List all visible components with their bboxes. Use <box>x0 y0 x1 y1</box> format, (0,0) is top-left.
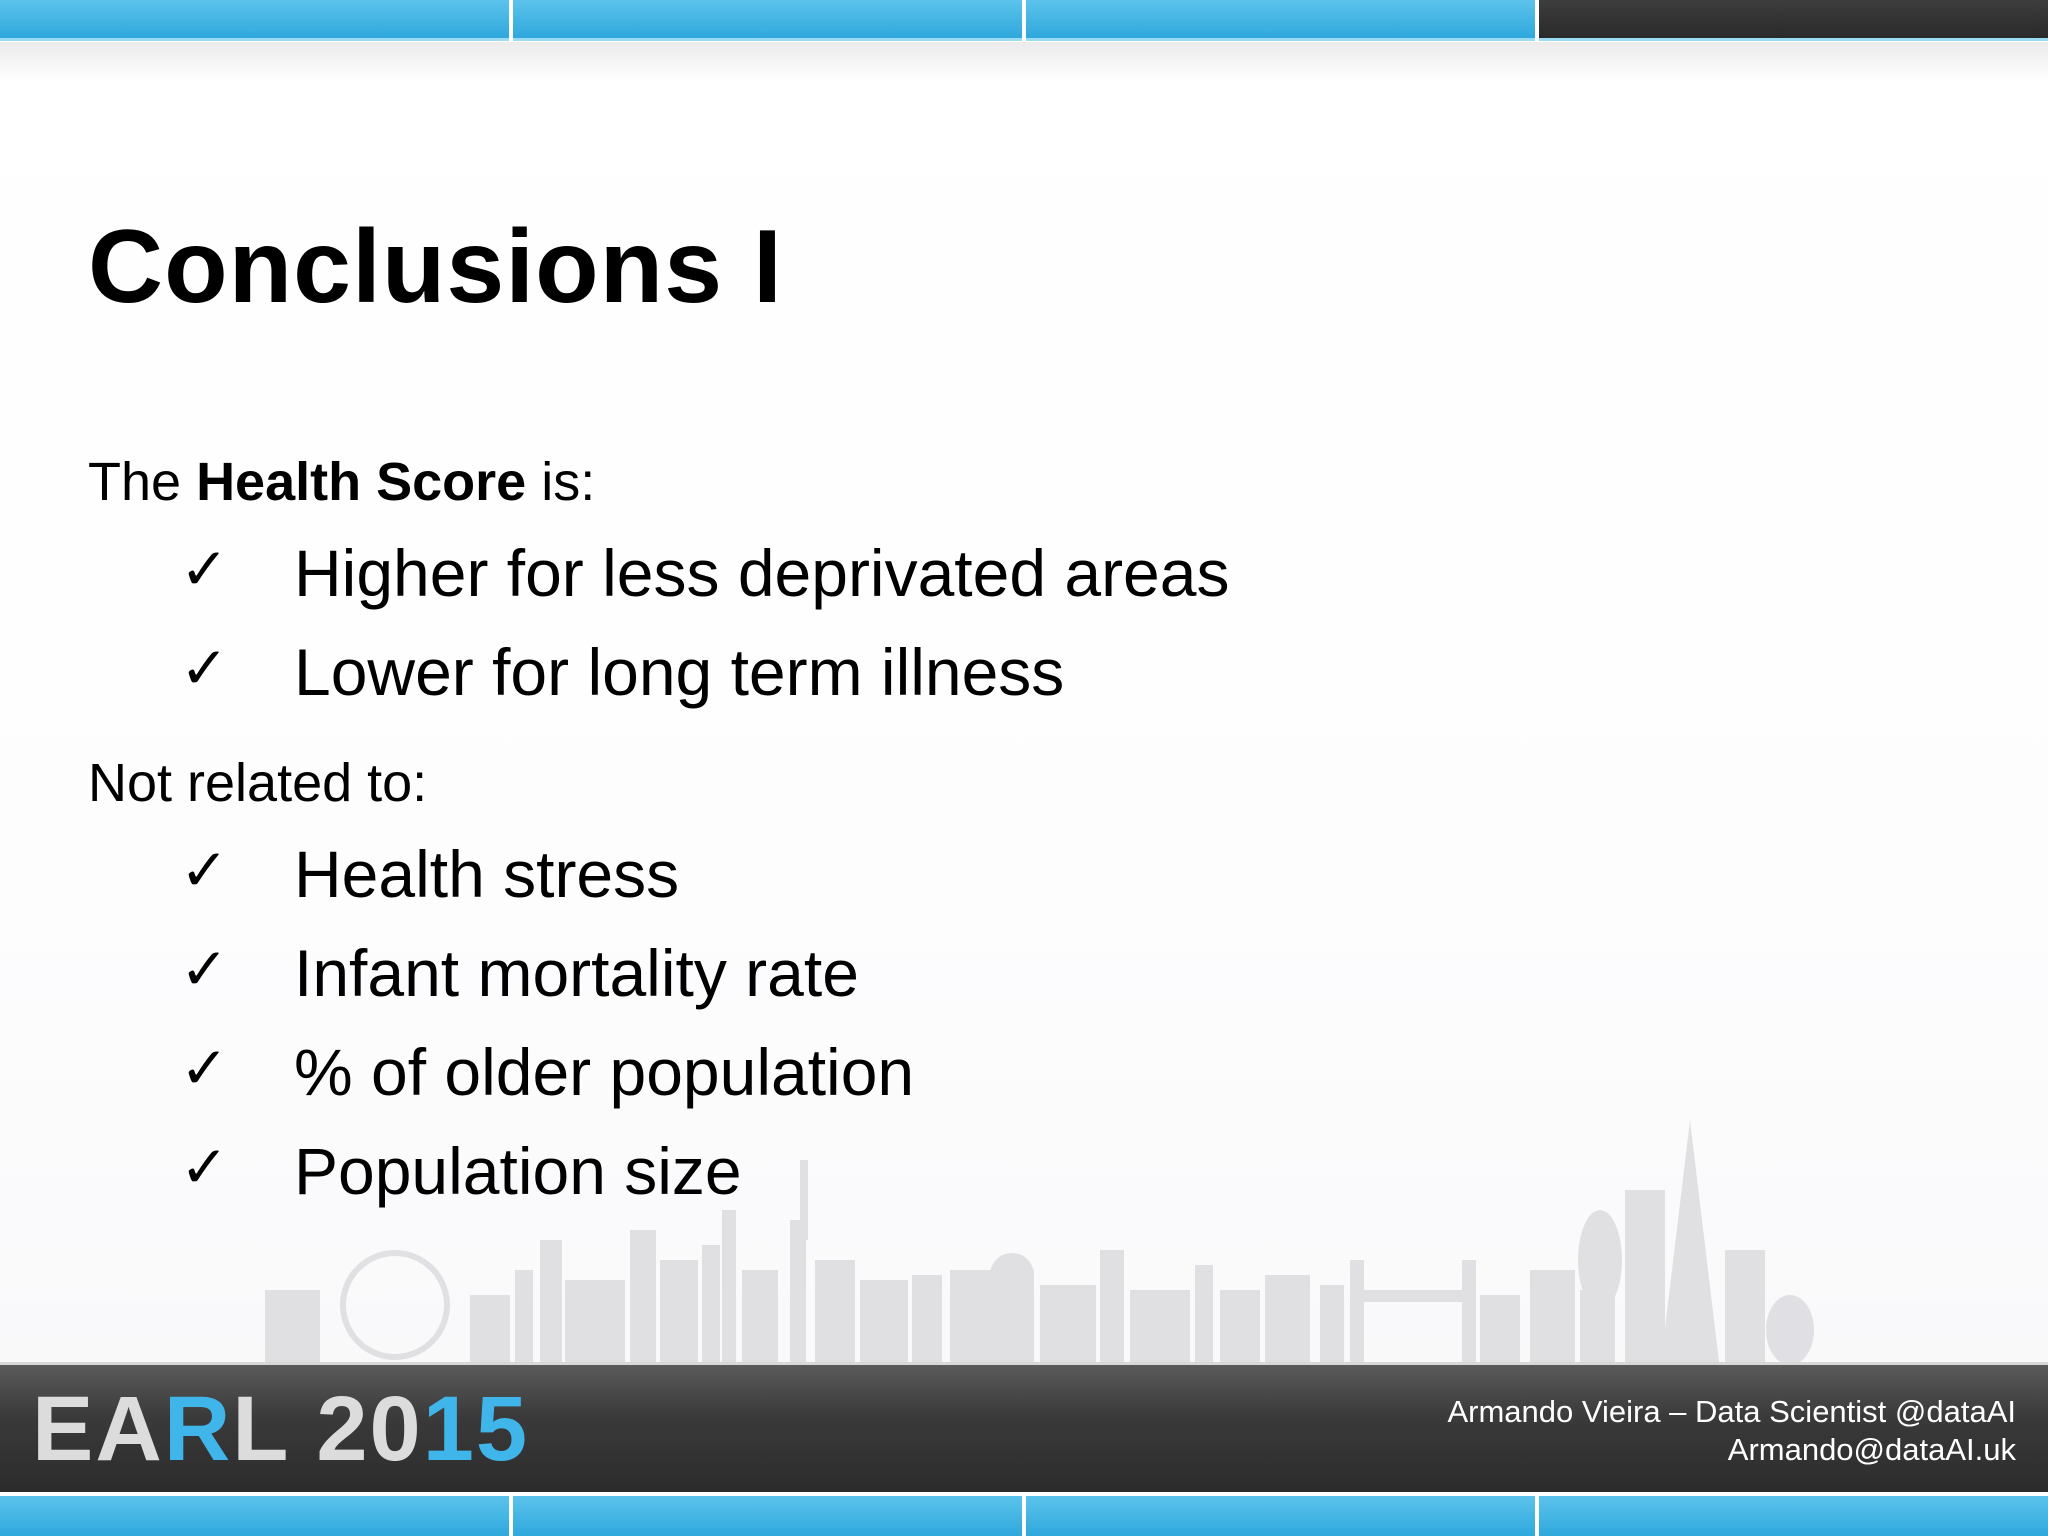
top-bar-segment <box>0 0 509 41</box>
list-item-text: Health stress <box>294 837 680 911</box>
not-related-label: Not related to: <box>88 753 428 813</box>
author-email-line: Armando@dataAI.uk <box>1727 1432 2016 1467</box>
list-item-text: Infant mortality rate <box>294 936 859 1010</box>
bottom-bar-segment <box>1026 1496 1535 1536</box>
earl-2015-logo: EARL 2015 <box>32 1383 529 1475</box>
bottom-color-bar <box>0 1492 2048 1536</box>
logo-text-ea: EA <box>32 1378 164 1480</box>
list-item-text: Lower for long term illness <box>294 635 1065 709</box>
logo-text-r: R <box>163 1378 233 1480</box>
intro-suffix: is: <box>526 452 596 512</box>
bottom-bar-segment <box>1539 1496 2048 1536</box>
top-bar-segment <box>513 0 1022 41</box>
bottom-bar-segment <box>513 1496 1022 1536</box>
logo-text-l: L <box>232 1378 317 1480</box>
list-item-text: Higher for less deprivated areas <box>294 536 1230 610</box>
author-info: Armando Vieira – Data Scientist @dataAI … <box>1447 1393 2016 1469</box>
top-bar-segment-dark <box>1539 0 2048 41</box>
footer-bar: EARL 2015 Armando Vieira – Data Scientis… <box>0 1362 2048 1495</box>
checkmark-icon: ✓ <box>180 634 229 702</box>
checkmark-icon: ✓ <box>180 1133 229 1201</box>
logo-text-20: 20 <box>316 1378 423 1480</box>
top-bar-segment <box>1026 0 1535 41</box>
intro-bold-term: Health Score <box>196 452 527 512</box>
list-item-text: Population size <box>294 1134 742 1208</box>
top-color-bar <box>0 0 2048 48</box>
slide-title: Conclusions I <box>88 209 783 325</box>
author-name-line: Armando Vieira – Data Scientist @dataAI <box>1447 1394 2016 1429</box>
london-skyline-graphic <box>265 1120 1814 1370</box>
health-score-intro: The Health Score is: <box>88 455 595 509</box>
list-item-text: % of older population <box>294 1035 915 1109</box>
intro-prefix: The <box>88 452 197 512</box>
top-shadow <box>0 42 2048 82</box>
checkmark-icon: ✓ <box>180 535 229 603</box>
checkmark-icon: ✓ <box>180 1034 229 1102</box>
checkmark-icon: ✓ <box>180 935 229 1003</box>
bottom-bar-segment <box>0 1496 509 1536</box>
logo-text-15: 15 <box>422 1378 530 1480</box>
checkmark-icon: ✓ <box>180 836 229 904</box>
